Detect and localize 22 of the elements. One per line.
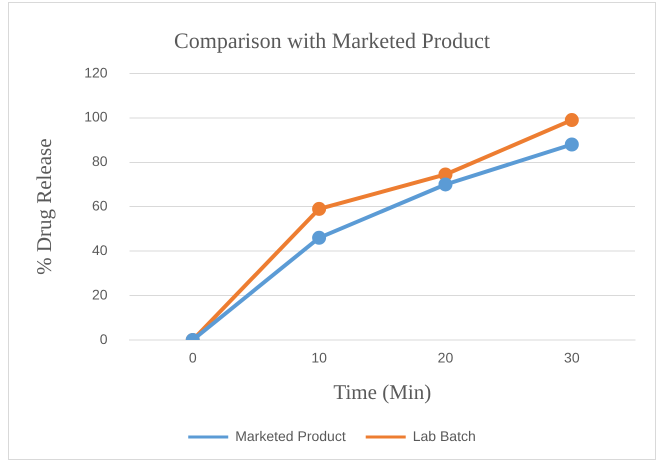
point <box>438 177 452 192</box>
point <box>312 230 326 245</box>
chart-title: Comparison with Marketed Product <box>174 28 490 53</box>
x-tick-label: 10 <box>311 349 328 366</box>
x-axis-title: Time (Min) <box>333 380 432 404</box>
point <box>564 137 579 152</box>
legend-label: Lab Batch <box>412 428 476 444</box>
y-tick-label: 0 <box>100 330 108 347</box>
y-tick-label: 20 <box>92 286 108 302</box>
legend-label: Marketed Product <box>235 428 346 444</box>
y-tick-label: 40 <box>92 242 108 258</box>
y-axis-title: % Drug Release <box>32 138 56 275</box>
y-tick-label: 80 <box>92 153 108 170</box>
point <box>438 167 452 182</box>
y-tick-label: 100 <box>84 108 108 125</box>
y-tick-label: 60 <box>92 198 108 214</box>
x-tick-label: 20 <box>438 349 454 366</box>
point <box>312 202 326 216</box>
y-tick-label: 120 <box>84 64 108 80</box>
x-tick-label: 30 <box>564 349 580 366</box>
point <box>564 113 579 128</box>
x-tick-label: 0 <box>188 349 197 366</box>
